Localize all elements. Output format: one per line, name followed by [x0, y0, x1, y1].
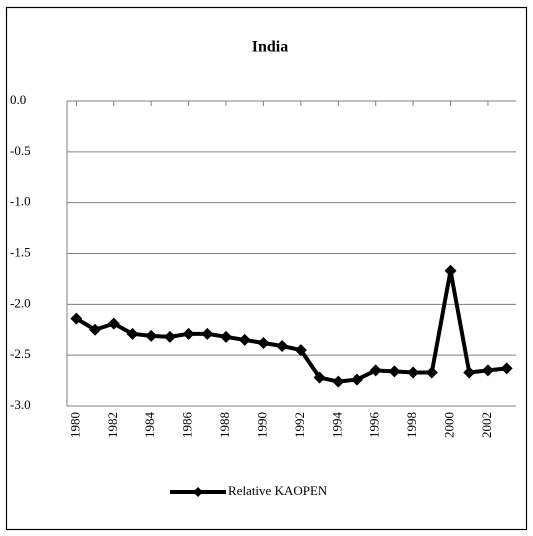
data-marker: [107, 317, 120, 330]
x-tick-label: 1992: [292, 412, 307, 438]
legend-label: Relative KAOPEN: [228, 483, 328, 498]
data-marker: [201, 327, 214, 340]
x-tick-label: 1998: [404, 412, 419, 438]
data-marker: [163, 330, 176, 343]
data-marker: [407, 366, 420, 379]
x-tick-label: 1984: [142, 412, 157, 439]
data-marker: [294, 344, 307, 357]
y-tick-label: -2.5: [10, 346, 31, 361]
data-marker: [257, 336, 270, 349]
y-tick-label: -3.0: [10, 397, 31, 412]
data-marker: [220, 330, 233, 343]
data-marker: [444, 264, 457, 277]
y-tick-label: 0.0: [10, 92, 26, 107]
data-marker: [182, 327, 195, 340]
data-marker: [70, 312, 83, 325]
legend-marker: [193, 487, 203, 497]
data-marker: [369, 364, 382, 377]
data-marker: [238, 333, 251, 346]
data-marker: [500, 362, 513, 375]
x-tick-label: 1996: [367, 412, 382, 439]
y-tick-label: -1.5: [10, 244, 31, 259]
x-tick-label: 1986: [180, 412, 195, 439]
chart-title: India: [252, 39, 288, 56]
data-marker: [332, 375, 345, 388]
y-tick-label: -2.0: [10, 295, 31, 310]
data-marker: [463, 366, 476, 379]
chart-border: [5, 6, 528, 531]
data-marker: [388, 365, 401, 378]
x-tick-label: 2000: [442, 412, 457, 438]
data-marker: [89, 323, 102, 336]
x-tick-label: 1990: [254, 412, 269, 438]
data-marker: [313, 371, 326, 384]
y-tick-label: -0.5: [10, 143, 31, 158]
data-marker: [126, 327, 139, 340]
x-tick-label: 1988: [217, 412, 232, 438]
data-marker: [425, 366, 438, 379]
y-tick-label: -1.0: [10, 194, 31, 209]
x-tick-label: 2002: [479, 412, 494, 438]
data-marker: [276, 340, 289, 353]
x-tick-label: 1994: [329, 412, 344, 439]
x-tick-label: 1980: [67, 412, 82, 438]
data-marker: [481, 364, 494, 377]
data-marker: [350, 373, 363, 386]
x-tick-label: 1982: [105, 412, 120, 438]
data-marker: [145, 329, 158, 342]
